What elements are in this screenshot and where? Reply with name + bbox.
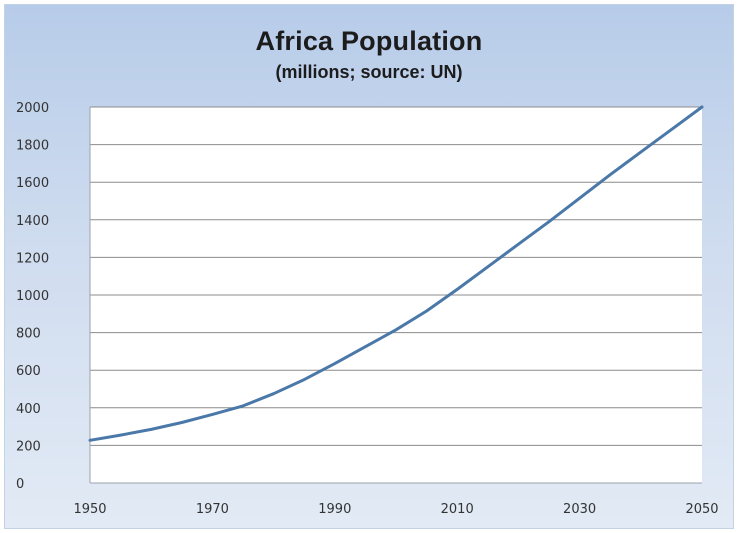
data-point [180, 421, 183, 424]
data-point [272, 392, 275, 395]
chart-title: Africa Population [255, 26, 483, 56]
x-tick-label: 1950 [73, 502, 106, 517]
x-tick-label: 1990 [318, 502, 351, 517]
data-point [578, 196, 581, 200]
data-point [211, 413, 214, 416]
data-point [609, 173, 612, 176]
series-group [88, 105, 704, 442]
y-tick-label: 1200 [16, 251, 49, 266]
y-tick-label: 1400 [16, 214, 49, 229]
data-point [88, 439, 92, 442]
gridlines [89, 106, 702, 484]
y-tick-label: 600 [16, 364, 41, 379]
y-tick-label: 800 [16, 327, 41, 342]
data-point [150, 428, 153, 431]
data-point [517, 243, 520, 246]
data-point [670, 128, 673, 131]
data-point [364, 345, 367, 348]
data-point [456, 288, 459, 291]
data-point [700, 105, 704, 109]
y-tick-label: 2000 [16, 101, 49, 116]
y-tick-label: 400 [16, 402, 41, 417]
x-tick-label: 1970 [196, 502, 229, 517]
data-point [425, 309, 428, 313]
y-tick-label: 1000 [16, 289, 49, 304]
data-point [486, 265, 489, 268]
y-tick-label: 0 [16, 477, 24, 492]
chart-subtitle: (millions; source: UN) [275, 62, 463, 82]
y-axis-ticks: 0 200 400 600 800 1000 1200 1400 1600 1800 2000 [16, 101, 49, 492]
data-point [303, 378, 306, 381]
data-point [547, 220, 551, 223]
y-tick-label: 200 [16, 439, 41, 454]
x-tick-label: 2050 [685, 502, 718, 517]
data-point [119, 433, 122, 437]
y-tick-label: 1600 [16, 176, 49, 191]
data-point [639, 150, 642, 154]
data-point [394, 328, 398, 331]
x-tick-label: 2010 [441, 502, 474, 517]
y-tick-label: 1800 [16, 139, 49, 154]
x-axis-ticks: 1950 1970 1990 2010 2030 2050 [73, 502, 718, 517]
data-point [241, 404, 245, 408]
x-tick-label: 2030 [563, 502, 596, 517]
data-point [333, 362, 336, 365]
